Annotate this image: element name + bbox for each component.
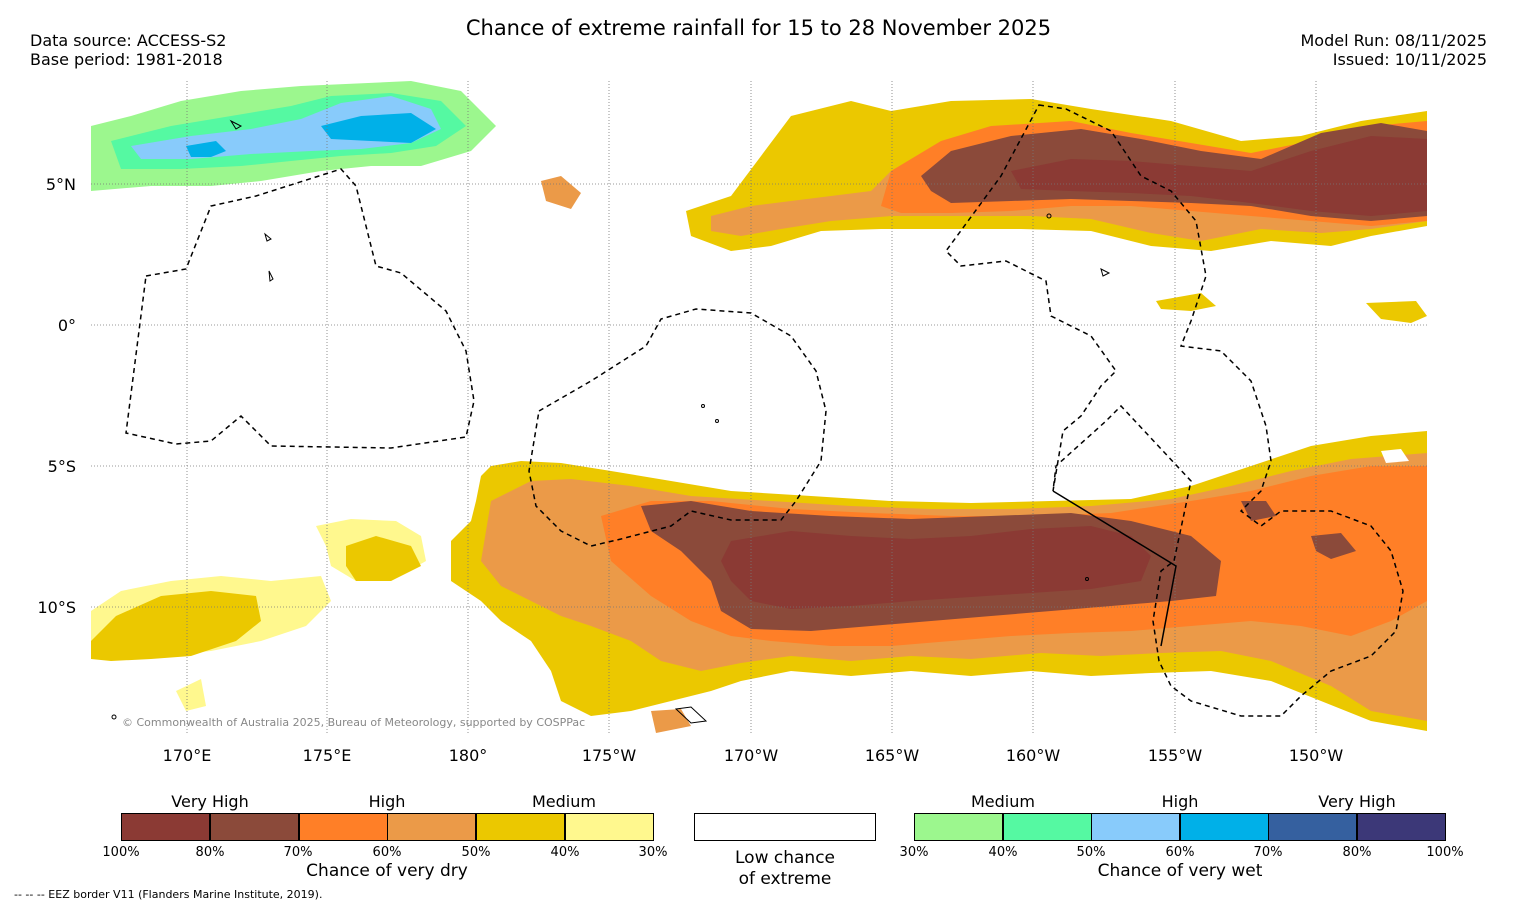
issued-date: Issued: 10/11/2025 xyxy=(1332,50,1487,69)
legend-wet-swatch xyxy=(1357,813,1446,841)
legend-wet-swatch xyxy=(914,813,1003,841)
lon-label-165w: 165°W xyxy=(864,746,920,765)
legend-dry-tick: 30% xyxy=(638,845,668,860)
legend-dry-tick: 40% xyxy=(550,845,580,860)
legend-wet-tick: 80% xyxy=(1342,845,1372,860)
legend-dry-tick: 70% xyxy=(283,845,313,860)
graticule xyxy=(91,81,1427,735)
legend-wet-tick: 30% xyxy=(899,845,929,860)
lon-label-155w: 155°W xyxy=(1147,746,1203,765)
legend-dry-swatch xyxy=(387,813,476,841)
legend-low-swatch xyxy=(694,813,876,841)
legend-wet-very-high: Very High xyxy=(1318,792,1396,811)
legend-dry-tick: 60% xyxy=(372,845,402,860)
legend-wet-swatch xyxy=(1180,813,1269,841)
islands xyxy=(111,119,1111,724)
legend-dry-swatch xyxy=(565,813,654,841)
lon-label-160w: 160°W xyxy=(1005,746,1061,765)
wet-region-north-west xyxy=(91,81,496,191)
legend-dry-high: High xyxy=(368,792,406,811)
legend-dry-swatch xyxy=(121,813,210,841)
legend-wet-swatch xyxy=(1091,813,1180,841)
eez-footnote: -- -- -- EEZ border V11 (Flanders Marine… xyxy=(14,888,323,901)
copyright-notice: © Commonwealth of Australia 2025, Bureau… xyxy=(122,716,586,729)
lon-label-180: 180° xyxy=(448,746,488,765)
legend-low-caption-2: of extreme xyxy=(738,869,832,889)
run-info: Model Run: 08/11/2025 Issued: 10/11/2025 xyxy=(1301,31,1488,69)
map-title: Chance of extreme rainfall for 15 to 28 … xyxy=(465,16,1052,40)
lon-label-170e: 170°E xyxy=(162,746,212,765)
legend-dry-medium: Medium xyxy=(532,792,596,811)
lat-label-10s: 10°S xyxy=(37,598,76,617)
map-canvas xyxy=(91,81,1427,735)
legend-wet-tick: 40% xyxy=(988,845,1018,860)
legend-wet-tick: 100% xyxy=(1426,845,1464,860)
legend-wet-tick: 50% xyxy=(1076,845,1106,860)
dry-region-north xyxy=(541,99,1427,323)
legend-wet-medium: Medium xyxy=(971,792,1035,811)
eez-solid-border xyxy=(1052,490,1177,647)
legend-wet-caption: Chance of very wet xyxy=(1097,861,1263,881)
legend-dry-tick: 50% xyxy=(461,845,491,860)
legend-dry-swatch xyxy=(299,813,388,841)
data-source: Data source: ACCESS-S2 xyxy=(30,31,227,50)
base-period: Base period: 1981-2018 xyxy=(30,50,223,69)
lon-label-175e: 175°E xyxy=(302,746,352,765)
legend-dry-caption: Chance of very dry xyxy=(306,861,468,881)
lon-label-175w: 175°W xyxy=(581,746,637,765)
lat-label-5s: 5°S xyxy=(47,457,76,476)
legend-dry-swatch xyxy=(210,813,299,841)
model-run: Model Run: 08/11/2025 xyxy=(1300,31,1488,50)
dry-region-south-west xyxy=(91,519,691,733)
lat-label-0: 0° xyxy=(57,316,76,335)
legend-wet-swatch xyxy=(1003,813,1092,841)
legend-dry-swatch xyxy=(476,813,565,841)
lon-label-170w: 170°W xyxy=(723,746,779,765)
eez-borders xyxy=(125,104,1404,717)
lat-label-5n: 5°N xyxy=(45,175,76,194)
data-info: Data source: ACCESS-S2 Base period: 1981… xyxy=(30,31,226,69)
legend-low-caption-1: Low chance xyxy=(735,848,835,868)
dry-region-south xyxy=(451,431,1427,731)
legend-dry-tick: 80% xyxy=(195,845,225,860)
lon-label-150w: 150°W xyxy=(1288,746,1344,765)
legend-dry-tick: 100% xyxy=(102,845,140,860)
legend-wet-tick: 70% xyxy=(1253,845,1283,860)
legend-wet-high: High xyxy=(1161,792,1199,811)
legend-dry-very-high: Very High xyxy=(171,792,249,811)
rainfall-map[interactable]: © Commonwealth of Australia 2025, Bureau… xyxy=(91,81,1427,735)
legend-wet-tick: 60% xyxy=(1165,845,1195,860)
legend-wet-swatch xyxy=(1268,813,1357,841)
